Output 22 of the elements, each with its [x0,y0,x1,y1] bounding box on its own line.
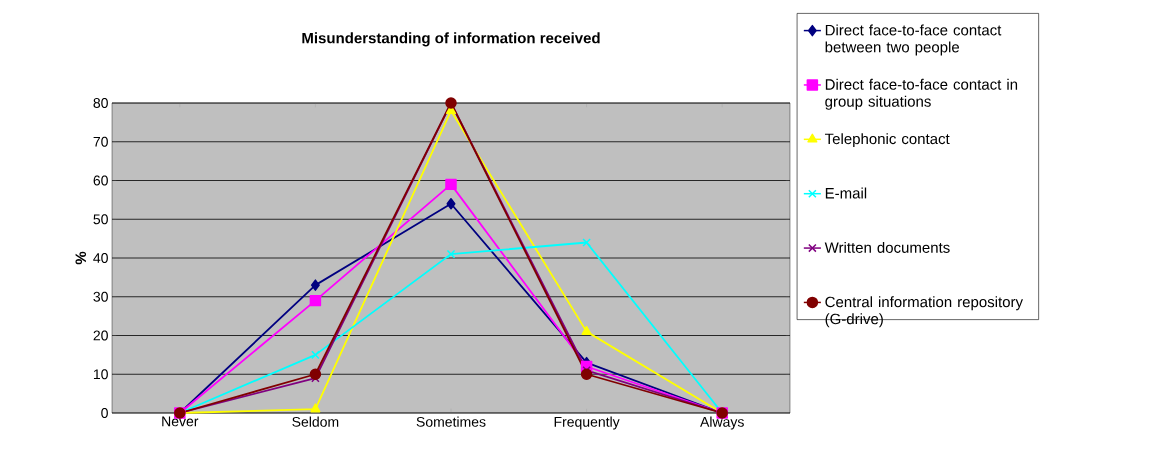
legend-label: Direct face-to-face contact in group situations [825,78,1018,110]
legend-label: Central information repository (G-drive) [825,296,1023,328]
y-tick-label: 30 [93,291,108,302]
x-tick-label: Seldom [292,416,339,427]
legend-label: Telephonic contact [824,133,950,148]
x-tick-label: Frequently [554,416,620,430]
x-tick-label: Never [162,416,199,427]
y-tick-label: 80 [93,98,108,108]
y-axis-title: % [75,251,87,265]
x-tick-label: Always [700,416,744,430]
y-tick-label: 20 [93,330,108,341]
chart-title: Misunderstanding of information received [302,32,600,47]
y-tick-label: 60 [93,175,108,186]
legend-label: Written documents [824,241,950,253]
legend-label: Direct face-to-face contact between two people [825,24,1002,56]
y-tick-label: 70 [93,136,108,147]
y-tick-label: 0 [101,408,108,418]
y-tick-label: 40 [93,253,108,263]
x-tick-label: Sometimes [416,416,486,427]
y-tick-label: 10 [93,369,108,380]
legend-label: E-mail [825,187,867,199]
y-tick-label: 50 [93,214,108,225]
